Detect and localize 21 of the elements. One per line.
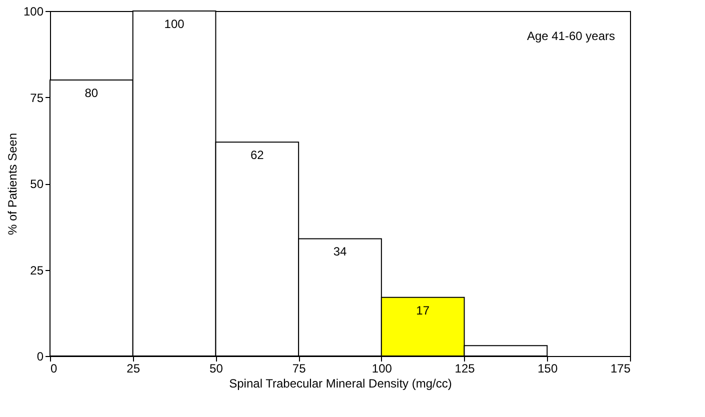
y-tick-label: 0 — [36, 350, 44, 364]
y-axis-title: % of Patients Seen — [5, 132, 20, 236]
x-tick-label: 175 — [610, 362, 631, 376]
data-label: 100 — [164, 17, 185, 31]
x-tick-label: 50 — [210, 362, 224, 376]
data-label: 34 — [333, 244, 347, 259]
x-tick-label: 125 — [454, 362, 476, 376]
annotation: Age 41-60 years — [526, 29, 615, 43]
x-tick-label: 150 — [538, 362, 558, 376]
y-tick-label: 100 — [23, 4, 44, 18]
x-tick-label: 0 — [50, 362, 58, 376]
data-label: 17 — [416, 303, 430, 318]
x-tick-label: 100 — [372, 362, 392, 376]
y-tick-label: 75 — [30, 90, 44, 105]
x-tick-label: 25 — [126, 362, 140, 376]
data-label: 80 — [84, 86, 98, 100]
x-tick-label: 75 — [292, 362, 306, 376]
y-tick-label: 50 — [30, 177, 44, 191]
y-tick-label: 25 — [30, 263, 44, 278]
data-label: 62 — [250, 148, 264, 162]
x-axis-title: Spinal Trabecular Mineral Density (mg/cc) — [229, 376, 452, 390]
